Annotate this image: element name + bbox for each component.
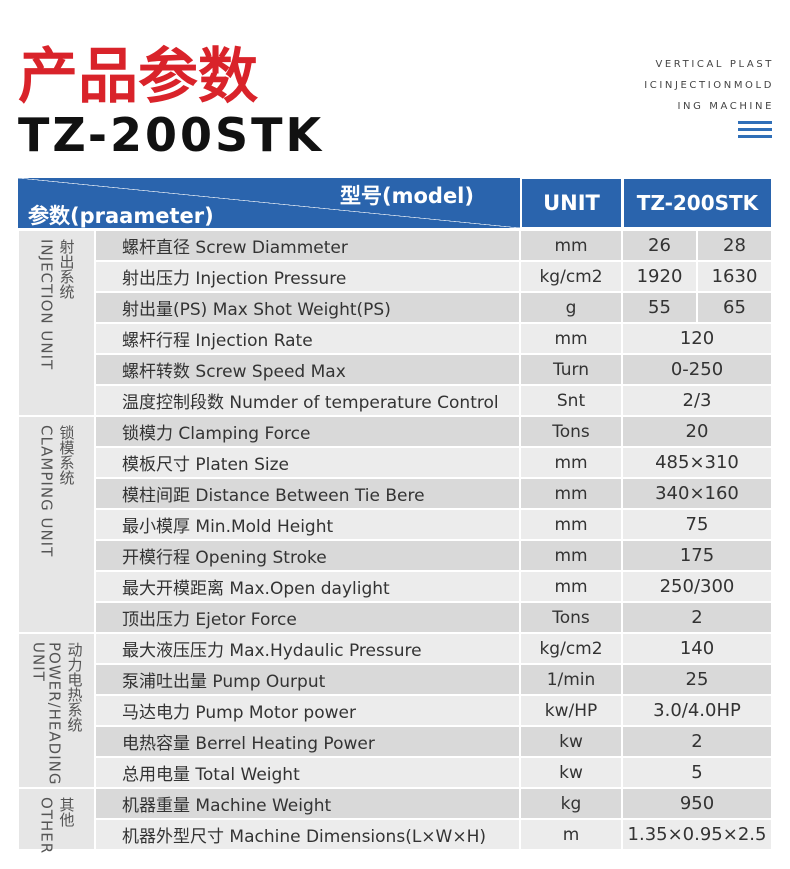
param-cell: 总用电量 Total Weight	[95, 757, 520, 788]
unit-cell: mm	[520, 323, 622, 354]
value-cell: 340×160	[622, 478, 772, 509]
unit-cell: mm	[520, 230, 622, 261]
value-cell: 2/3	[622, 385, 772, 416]
value-cell: 950	[622, 788, 772, 819]
unit-cell: kw	[520, 757, 622, 788]
value-header: TZ-200STK	[622, 178, 772, 228]
param-cell: 螺杆转数 Screw Speed Max	[95, 354, 520, 385]
group-cell: OTHER 其他	[18, 788, 95, 854]
value-cell: 485×310	[622, 447, 772, 478]
model: TZ-200STK	[18, 108, 325, 162]
value-cell: 0-250	[622, 354, 772, 385]
unit-cell: Turn	[520, 354, 622, 385]
param-cell: 顶出压力 Ejetor Force	[95, 602, 520, 633]
param-cell: 机器外型尺寸 Machine Dimensions(L×W×H)	[95, 819, 520, 850]
value-cell: 75	[622, 509, 772, 540]
value-cell: 55	[622, 292, 697, 323]
group-zh: 锁模系统	[57, 425, 76, 485]
unit-cell: kg	[520, 788, 622, 819]
param-cell: 螺杆行程 Injection Rate	[95, 323, 520, 354]
value-cell: 1630	[697, 261, 772, 292]
param-cell: 最大开模距离 Max.Open daylight	[95, 571, 520, 602]
param-cell: 射出压力 Injection Pressure	[95, 261, 520, 292]
tagline-line: ICINJECTIONMOLD	[644, 80, 774, 91]
group-en: INJECTION UNIT	[37, 239, 56, 371]
param-cell: 锁模力 Clamping Force	[95, 416, 520, 447]
param-cell: 开模行程 Opening Stroke	[95, 540, 520, 571]
group-zh: 其他	[57, 797, 76, 827]
group-zh: 射出系统	[57, 239, 76, 299]
value-cell: 140	[622, 633, 772, 664]
param-cell: 最大液压压力 Max.Hydaulic Pressure	[95, 633, 520, 664]
corner-cell	[18, 178, 520, 228]
value-cell: 65	[697, 292, 772, 323]
value-cell: 120	[622, 323, 772, 354]
unit-cell: Snt	[520, 385, 622, 416]
value-cell: 25	[622, 664, 772, 695]
param-cell: 最小模厚 Min.Mold Height	[95, 509, 520, 540]
param-cell: 泵浦吐出量 Pump Ourput	[95, 664, 520, 695]
param-cell: 马达电力 Pump Motor power	[95, 695, 520, 726]
param-cell: 螺杆直径 Screw Diammeter	[95, 230, 520, 261]
tagline-line: VERTICAL PLAST	[655, 59, 774, 70]
param-cell: 机器重量 Machine Weight	[95, 788, 520, 819]
group-en: OTHER	[37, 797, 56, 855]
unit-cell: mm	[520, 540, 622, 571]
param-cell: 射出量(PS) Max Shot Weight(PS)	[95, 292, 520, 323]
value-cell: 2	[622, 602, 772, 633]
unit-cell: kw	[520, 726, 622, 757]
tagline: VERTICAL PLAST ICINJECTIONMOLD ING MACHINE	[644, 54, 774, 117]
tagline-line: ING MACHINE	[677, 101, 774, 112]
unit-cell: mm	[520, 478, 622, 509]
title: 产品参数	[18, 42, 258, 112]
value-cell: 28	[697, 230, 772, 261]
unit-cell: kg/cm2	[520, 633, 622, 664]
menu-icon	[738, 121, 772, 138]
param-cell: 模柱间距 Distance Between Tie Bere	[95, 478, 520, 509]
param-cell: 模板尺寸 Platen Size	[95, 447, 520, 478]
unit-header: UNIT	[520, 178, 622, 228]
unit-cell: g	[520, 292, 622, 323]
value-cell: 1.35×0.95×2.5	[622, 819, 772, 850]
group-en: CLAMPING UNIT	[37, 425, 56, 558]
corner-bottom: 参数(praameter)	[28, 204, 214, 228]
unit-cell: kg/cm2	[520, 261, 622, 292]
unit-cell: mm	[520, 509, 622, 540]
param-cell: 温度控制段数 Numder of temperature Control	[95, 385, 520, 416]
group-en: POWER/HEADING UNIT	[29, 642, 64, 786]
unit-cell: m	[520, 819, 622, 850]
unit-cell: Tons	[520, 602, 622, 633]
group-cell: INJECTION UNIT 射出系统	[18, 230, 95, 416]
value-cell: 2	[622, 726, 772, 757]
value-cell: 5	[622, 757, 772, 788]
corner-top: 型号(model)	[340, 184, 474, 208]
value-cell: 3.0/4.0HP	[622, 695, 772, 726]
unit-cell: mm	[520, 571, 622, 602]
unit-cell: Tons	[520, 416, 622, 447]
value-cell: 250/300	[622, 571, 772, 602]
group-cell: POWER/HEADING UNIT 动力电热系统	[18, 633, 95, 788]
value-cell: 20	[622, 416, 772, 447]
unit-cell: 1/min	[520, 664, 622, 695]
group-zh: 动力电热系统	[65, 642, 84, 732]
group-cell: CLAMPING UNIT 锁模系统	[18, 416, 95, 633]
value-cell: 175	[622, 540, 772, 571]
param-cell: 电热容量 Berrel Heating Power	[95, 726, 520, 757]
value-cell: 1920	[622, 261, 697, 292]
unit-cell: mm	[520, 447, 622, 478]
value-cell: 26	[622, 230, 697, 261]
unit-cell: kw/HP	[520, 695, 622, 726]
